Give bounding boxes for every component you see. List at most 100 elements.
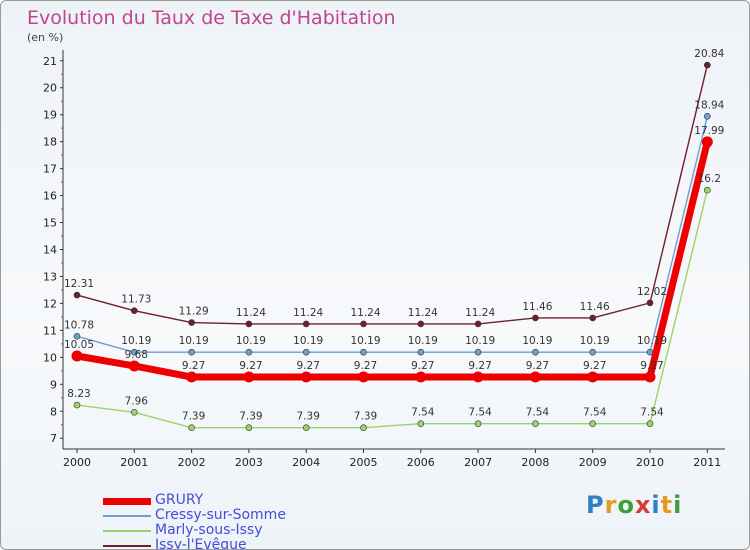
logo-letter: P	[586, 491, 605, 519]
y-tick-label: 10	[43, 351, 57, 364]
data-label: 10.05	[64, 339, 94, 351]
legend-label: Issy-l'Evêque	[155, 537, 247, 550]
y-tick-label: 13	[43, 270, 57, 283]
data-point	[128, 360, 140, 372]
y-tick-label: 19	[43, 109, 57, 122]
y-tick-label: 18	[43, 136, 57, 149]
proxiti-logo: Proxiti	[586, 491, 682, 519]
legend-swatch	[103, 530, 151, 532]
chart-title: Evolution du Taux de Taxe d'Habitation	[27, 7, 396, 29]
data-point	[188, 424, 195, 432]
data-point	[701, 136, 713, 148]
data-label: 9.68	[125, 349, 148, 361]
logo-letter: i	[651, 491, 661, 519]
data-label: 9.27	[640, 360, 663, 372]
data-label: 16.2	[698, 173, 721, 185]
data-point	[131, 409, 138, 416]
data-label: 9.27	[583, 360, 606, 372]
x-tick-label: 2009	[579, 456, 607, 469]
data-point	[73, 291, 81, 299]
data-label: 10.19	[179, 335, 209, 347]
data-point	[358, 371, 369, 383]
logo-letter: i	[673, 491, 683, 519]
data-point	[703, 61, 711, 69]
y-tick-label: 8	[50, 405, 57, 418]
x-tick-label: 2003	[235, 456, 263, 469]
data-label: 11.24	[350, 307, 380, 319]
data-label: 7.54	[411, 407, 435, 419]
x-tick-label: 2006	[407, 456, 435, 469]
y-tick-label: 7	[50, 432, 57, 445]
data-point	[188, 319, 195, 326]
data-label: 10.19	[236, 335, 266, 347]
legend-swatch	[103, 545, 151, 547]
data-label: 12.02	[637, 286, 667, 298]
data-point	[417, 420, 425, 427]
series-line	[76, 64, 708, 325]
data-point	[73, 333, 81, 340]
data-point	[703, 186, 711, 194]
data-label: 10.78	[64, 319, 94, 331]
x-tick-label: 2004	[292, 456, 320, 469]
data-point	[188, 348, 195, 356]
data-point	[474, 420, 482, 427]
data-point	[417, 320, 425, 328]
x-tick-label: 2001	[120, 456, 148, 469]
data-label: 7.54	[640, 407, 664, 419]
data-point	[245, 348, 253, 356]
data-point	[703, 113, 711, 120]
legend-label: Marly-sous-Issy	[155, 522, 263, 538]
data-label: 9.27	[468, 360, 491, 372]
data-point	[302, 320, 310, 328]
data-point	[415, 371, 427, 383]
data-label: 10.19	[580, 335, 610, 347]
y-tick-label: 20	[43, 82, 57, 95]
data-point	[474, 320, 482, 328]
data-label: 9.27	[297, 360, 320, 372]
data-point	[73, 401, 81, 409]
data-point	[532, 314, 539, 322]
series-line	[73, 138, 711, 381]
data-point	[474, 348, 482, 356]
data-label: 11.29	[179, 306, 209, 318]
data-label: 7.54	[526, 407, 550, 419]
legend-swatch	[103, 497, 151, 505]
data-label: 7.96	[125, 395, 149, 407]
x-tick-label: 2008	[521, 456, 549, 469]
logo-letter: t	[660, 491, 674, 519]
data-label: 11.24	[236, 307, 266, 319]
data-label: 8.23	[67, 388, 90, 400]
logo-letter: r	[604, 491, 618, 519]
data-point	[589, 348, 597, 356]
data-label: 7.39	[297, 411, 320, 423]
data-label: 11.46	[522, 301, 552, 313]
data-label: 10.19	[293, 335, 323, 347]
data-label: 9.27	[411, 360, 434, 372]
series-line	[76, 115, 708, 353]
data-point	[71, 350, 83, 362]
data-point	[302, 348, 310, 356]
logo-letter: o	[617, 491, 635, 519]
data-point	[646, 299, 654, 307]
data-point	[360, 348, 367, 356]
data-label: 7.39	[354, 411, 377, 423]
data-label: 10.19	[408, 335, 438, 347]
logo-letter: x	[634, 491, 652, 519]
data-point	[532, 420, 539, 427]
data-point	[243, 371, 255, 383]
data-label: 11.24	[465, 307, 495, 319]
data-point	[245, 320, 253, 328]
data-point	[302, 424, 310, 432]
x-tick-label: 2000	[63, 456, 91, 469]
data-label: 10.19	[121, 335, 151, 347]
data-label: 11.24	[408, 307, 438, 319]
data-label: 9.27	[526, 360, 549, 372]
data-point	[186, 371, 198, 383]
data-label: 9.27	[354, 360, 377, 372]
data-point	[360, 424, 367, 432]
data-label: 7.39	[239, 411, 262, 423]
data-label: 10.19	[350, 335, 380, 347]
data-point	[131, 348, 138, 356]
legend-label: Cressy-sur-Somme	[155, 507, 286, 523]
data-label: 20.84	[694, 48, 724, 60]
